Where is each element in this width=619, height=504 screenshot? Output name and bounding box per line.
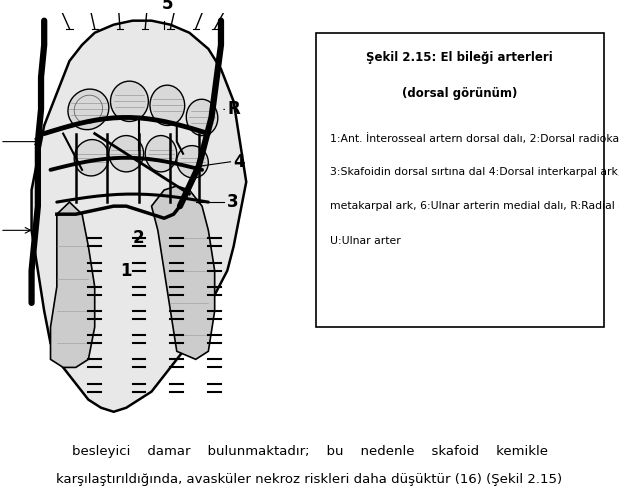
Text: U:Ulnar arter: U:Ulnar arter <box>331 236 401 245</box>
Text: 3: 3 <box>227 193 239 211</box>
Text: 3:Skafoidin dorsal sırtına dal 4:Dorsal interkarpal ark, 5:Bazal: 3:Skafoidin dorsal sırtına dal 4:Dorsal … <box>331 167 619 177</box>
Text: R: R <box>227 100 240 118</box>
Text: 2: 2 <box>132 229 144 247</box>
Ellipse shape <box>68 89 109 130</box>
Ellipse shape <box>150 85 184 125</box>
Text: (dorsal görünüm): (dorsal görünüm) <box>402 87 517 100</box>
Ellipse shape <box>74 140 109 176</box>
Polygon shape <box>51 202 95 367</box>
Ellipse shape <box>186 99 218 136</box>
Ellipse shape <box>145 136 177 172</box>
Text: 4: 4 <box>233 153 245 171</box>
Text: 1:Ant. İnterosseal artern dorsal dalı, 2:Dorsal radiokarpal ark,: 1:Ant. İnterosseal artern dorsal dalı, 2… <box>331 132 619 144</box>
FancyBboxPatch shape <box>316 33 604 327</box>
Text: 5: 5 <box>162 0 173 13</box>
Ellipse shape <box>111 81 149 121</box>
Text: besleyici    damar    bulunmaktadır;    bu    nedenle    skafoid    kemikle: besleyici damar bulunmaktadır; bu nedenl… <box>72 445 547 458</box>
Polygon shape <box>152 186 215 359</box>
Text: metakarpal ark, 6:Ulnar arterin medial dalı, R:Radial arter,: metakarpal ark, 6:Ulnar arterin medial d… <box>331 201 619 211</box>
Text: 1: 1 <box>120 262 131 280</box>
Ellipse shape <box>177 146 209 178</box>
Polygon shape <box>32 21 246 412</box>
Text: Şekil 2.15: El bileği arterleri: Şekil 2.15: El bileği arterleri <box>366 51 553 64</box>
Ellipse shape <box>109 136 144 172</box>
Text: karşılaştırıldığında, avasküler nekroz riskleri daha düşüktür (16) (Şekil 2.15): karşılaştırıldığında, avasküler nekroz r… <box>56 473 563 486</box>
